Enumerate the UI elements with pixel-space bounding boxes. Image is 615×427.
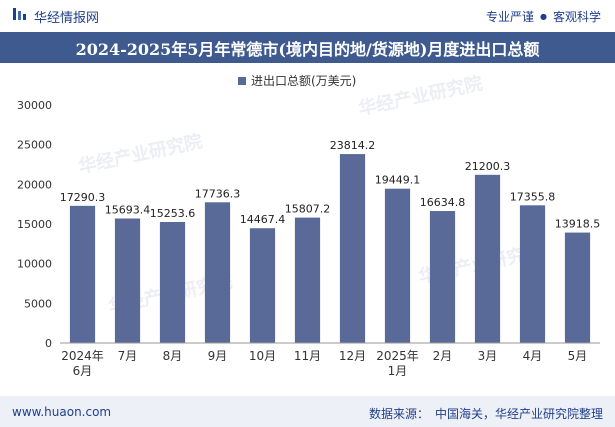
x-tick-label: 10月 [249, 349, 276, 363]
bar-value-label: 14467.4 [240, 213, 286, 226]
brand-logo-icon [12, 6, 28, 26]
chart-title: 2024-2025年5月年常德市(境内目的地/货源地)月度进出口总额 [75, 39, 540, 59]
bar-chart: 华经产业研究院华经产业研究院华经产业研究院华经产业研究院 进出口总额(万美元) … [17, 72, 601, 378]
y-tick-label: 15000 [17, 218, 52, 231]
tagline-right: 客观科学 [552, 10, 601, 24]
bar [159, 221, 186, 343]
y-tick-label: 5000 [24, 297, 52, 310]
legend: 进出口总额(万美元) [238, 74, 356, 88]
bar-value-label: 17355.8 [510, 190, 556, 203]
bar-value-label: 13918.5 [555, 218, 601, 231]
x-tick-label: 7月 [118, 349, 138, 363]
bar [69, 205, 96, 343]
bar-value-label: 19449.1 [375, 174, 421, 187]
bar-value-label: 21200.3 [465, 160, 511, 173]
x-tick-label: 11月 [294, 349, 321, 363]
x-tick-label: 8月 [163, 349, 183, 363]
bar [249, 228, 276, 343]
bar-value-label: 23814.2 [330, 139, 376, 152]
x-tick-label: 5月 [568, 349, 588, 363]
source-value: 中国海关，华经产业研究院整理 [434, 407, 603, 421]
bar [294, 217, 321, 343]
tagline: 专业严谨 ● 客观科学 [486, 8, 601, 25]
tagline-separator: ● [540, 12, 547, 21]
y-tick-label: 25000 [17, 139, 52, 152]
x-tick-label: 1月 [388, 364, 408, 378]
x-tick-label: 6月 [73, 364, 93, 378]
bar-value-label: 17290.3 [60, 191, 106, 204]
y-tick-label: 0 [45, 337, 52, 350]
x-tick-label: 12月 [339, 349, 366, 363]
bar [429, 211, 456, 343]
x-tick-label: 3月 [478, 349, 498, 363]
bar-value-label: 15807.2 [285, 203, 331, 216]
bar [339, 154, 366, 343]
y-tick-label: 20000 [17, 178, 52, 191]
x-tick-label: 2024年 [61, 349, 104, 363]
x-tick-label: 9月 [208, 349, 228, 363]
watermark-text: 华经产业研究院 [356, 72, 484, 120]
x-tick-label: 2025年 [376, 349, 419, 363]
bar [204, 202, 231, 343]
chart-title-bar: 2024-2025年5月年常德市(境内目的地/货源地)月度进出口总额 [0, 32, 615, 63]
top-bar: 华经情报网 专业严谨 ● 客观科学 [0, 0, 615, 32]
bar [474, 174, 501, 343]
y-axis: 0 5000 10000 15000 20000 25000 30000 [17, 99, 52, 350]
footer-website[interactable]: www.huaon.com [12, 405, 112, 419]
bar [564, 232, 591, 343]
brand-name: 华经情报网 [34, 10, 100, 26]
x-tick-label: 4月 [523, 349, 543, 363]
y-tick-label: 30000 [17, 99, 52, 112]
bar-value-label: 15693.4 [105, 203, 151, 216]
footer-source: 数据来源： 中国海关，华经产业研究院整理 [369, 405, 603, 422]
brand[interactable]: 华经情报网 [12, 6, 100, 26]
legend-swatch [238, 77, 246, 85]
tagline-left: 专业严谨 [485, 10, 534, 24]
bar-value-label: 16634.8 [420, 196, 466, 209]
bar-value-label: 15253.6 [150, 207, 196, 220]
y-tick-label: 10000 [17, 258, 52, 271]
bar [384, 188, 411, 343]
legend-label: 进出口总额(万美元) [251, 74, 356, 88]
bar-value-label: 17736.3 [195, 187, 241, 200]
bar [114, 218, 141, 343]
x-tick-label: 2月 [433, 349, 453, 363]
source-label: 数据来源： [368, 407, 429, 421]
bar [519, 205, 546, 343]
watermark-text: 华经产业研究院 [76, 130, 204, 178]
footer: www.huaon.com 数据来源： 中国海关，华经产业研究院整理 [0, 396, 615, 427]
